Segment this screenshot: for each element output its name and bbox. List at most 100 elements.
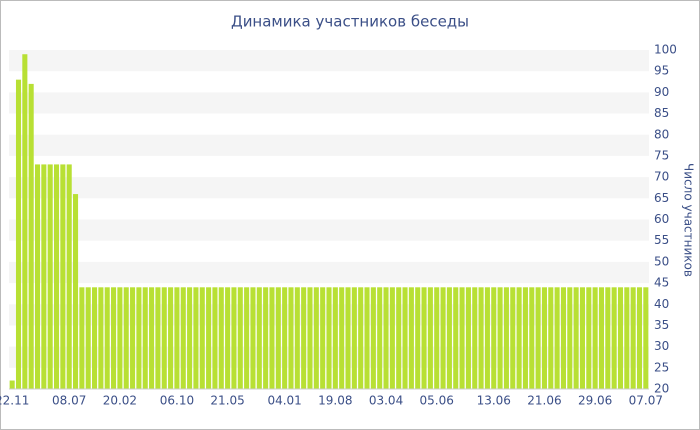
bar — [383, 287, 389, 389]
x-tick-label: 13.06 — [477, 394, 511, 408]
bar — [598, 287, 605, 389]
bar — [161, 287, 167, 389]
x-tick-label: 29.06 — [578, 394, 612, 408]
bar — [636, 287, 643, 389]
bar — [275, 287, 281, 389]
y-axis-label: Число участников — [682, 163, 696, 277]
bar — [611, 287, 617, 389]
bar — [85, 287, 91, 389]
bar — [256, 287, 262, 389]
x-tick-label: 19.08 — [318, 394, 352, 408]
bar — [231, 287, 237, 389]
y-tick-label: 45 — [654, 276, 669, 290]
chart-title: Динамика участников беседы — [231, 13, 469, 31]
bar — [586, 287, 592, 389]
x-tick-label: 22.11 — [0, 394, 29, 408]
bar — [427, 287, 433, 389]
grid-band — [9, 261, 649, 284]
bar — [624, 287, 630, 389]
bar — [34, 164, 41, 389]
bar — [516, 287, 522, 389]
bar — [478, 287, 484, 389]
bar — [459, 287, 465, 389]
bar — [155, 287, 161, 389]
y-tick-label: 60 — [654, 212, 669, 226]
bar — [199, 287, 205, 389]
bar — [92, 287, 98, 389]
y-tick-label: 85 — [654, 106, 669, 120]
y-tick-label: 75 — [654, 148, 669, 162]
bar — [434, 287, 440, 389]
bar — [301, 287, 307, 389]
y-tick-label: 35 — [654, 318, 669, 332]
bar — [244, 287, 250, 389]
y-tick-label: 55 — [654, 233, 669, 247]
x-tick-label: 21.06 — [527, 394, 561, 408]
bar — [370, 287, 376, 389]
bar — [130, 287, 136, 389]
bar — [484, 287, 490, 389]
bar — [453, 287, 459, 389]
bar — [15, 79, 22, 389]
bar — [535, 287, 541, 389]
bar — [225, 287, 231, 389]
bar — [402, 287, 408, 389]
x-tick-label: 21.05 — [210, 394, 244, 408]
bar — [503, 287, 509, 389]
bar — [605, 287, 611, 389]
bar — [541, 287, 547, 389]
bar — [573, 287, 579, 389]
bar — [66, 164, 72, 389]
bar — [345, 287, 351, 389]
bar — [73, 194, 79, 389]
grid-band — [9, 50, 649, 72]
bar — [497, 287, 503, 389]
x-tick-label: 07.07 — [629, 394, 663, 408]
y-tick-label: 50 — [654, 254, 669, 268]
bar — [522, 287, 528, 389]
bar — [567, 287, 573, 389]
bar — [142, 287, 148, 389]
bar — [60, 164, 66, 389]
bar — [472, 287, 478, 389]
bar — [421, 287, 427, 389]
bar — [22, 54, 28, 390]
grid-band — [9, 134, 649, 156]
x-tick-label: 08.07 — [52, 394, 86, 408]
grid-band — [9, 177, 649, 199]
bar — [339, 287, 345, 389]
bar — [269, 287, 275, 389]
bar — [529, 287, 535, 389]
bar — [41, 164, 47, 389]
bar — [104, 287, 110, 389]
bar — [193, 287, 199, 389]
bar — [47, 164, 53, 389]
bar — [396, 287, 402, 389]
x-tick-label: 04.01 — [267, 394, 301, 408]
bar — [187, 287, 193, 389]
bar — [282, 287, 288, 389]
bar — [465, 287, 471, 389]
bar — [548, 287, 554, 389]
bar — [117, 287, 123, 389]
grid-band — [9, 92, 649, 114]
bar — [53, 164, 60, 389]
bar — [79, 287, 85, 389]
bar — [389, 287, 395, 389]
x-tick-label: 05.06 — [420, 394, 454, 408]
bar — [123, 287, 129, 389]
bar — [491, 287, 497, 389]
bar — [560, 287, 566, 389]
y-tick-label: 80 — [654, 127, 669, 141]
x-tick-label: 20.02 — [103, 394, 137, 408]
bar — [351, 287, 357, 389]
bar — [332, 287, 338, 389]
bar — [592, 287, 598, 389]
bar — [98, 287, 104, 389]
bar — [510, 287, 516, 389]
bar — [136, 287, 142, 389]
bar — [212, 287, 218, 389]
bar — [168, 287, 174, 389]
bar — [554, 287, 560, 389]
